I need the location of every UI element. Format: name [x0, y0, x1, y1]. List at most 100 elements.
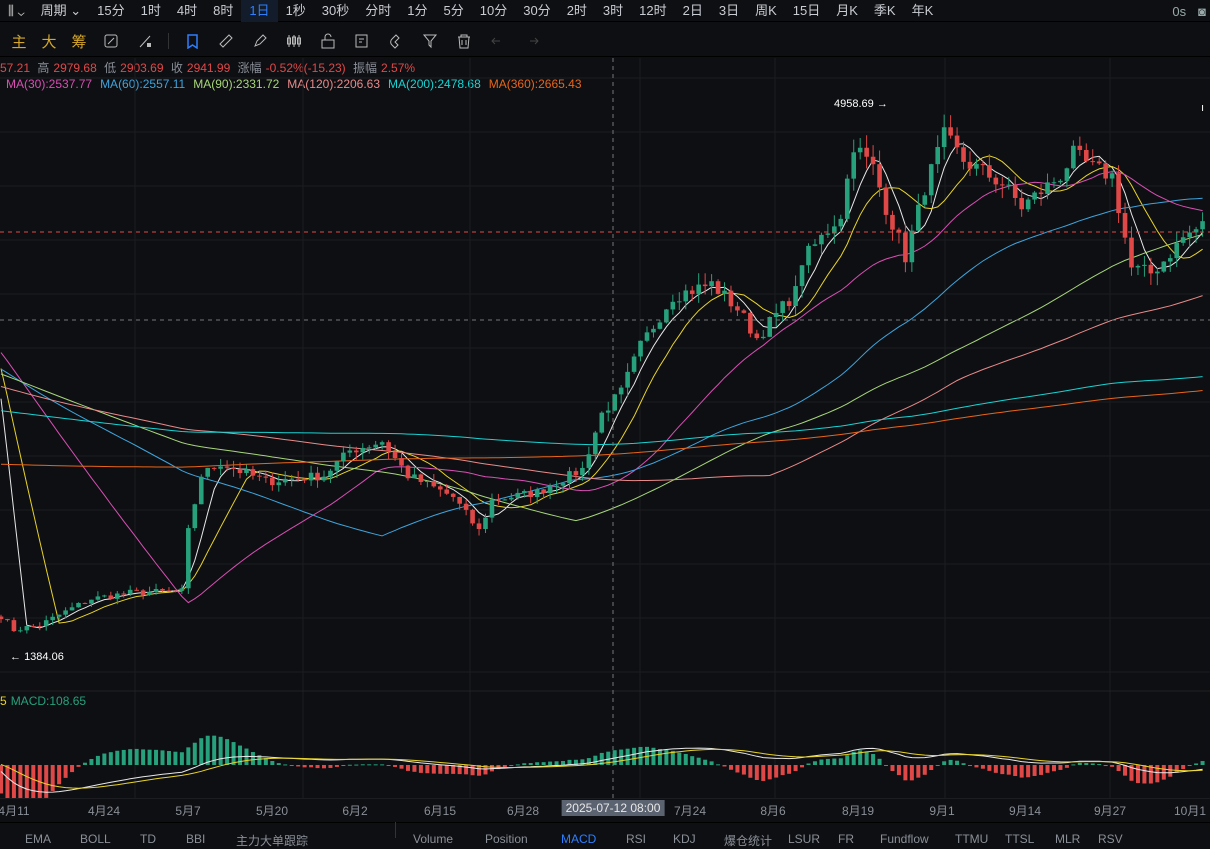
- sub-indicator-tab[interactable]: Fundflow: [880, 832, 929, 846]
- pen-icon[interactable]: [243, 29, 277, 53]
- candle-body: [864, 147, 869, 157]
- interval-15[interactable]: 2日: [682, 2, 703, 18]
- interval-5[interactable]: 1秒: [285, 2, 306, 18]
- interval-3[interactable]: 8时: [213, 2, 234, 18]
- candles-icon[interactable]: [277, 29, 311, 53]
- ma-legend-item: MA(30):2537.77: [6, 77, 93, 91]
- ma-legend-item: MA(200):2478.68: [388, 77, 481, 91]
- candle-body: [651, 328, 656, 333]
- sub-indicator-tab[interactable]: Position: [485, 832, 528, 846]
- tool-chips[interactable]: 筹: [71, 33, 87, 51]
- note-icon[interactable]: [345, 29, 379, 53]
- candle: [987, 154, 992, 182]
- candle-body: [386, 442, 391, 452]
- interval-13[interactable]: 3时: [602, 2, 624, 18]
- undo-icon[interactable]: [481, 29, 515, 53]
- bookmark-icon[interactable]: [175, 29, 209, 53]
- candle: [108, 591, 114, 601]
- candle-body: [877, 164, 882, 188]
- indicator-tab[interactable]: BBI: [186, 832, 206, 846]
- macd-histogram-bar: [11, 765, 16, 798]
- macd-histogram-bar: [638, 746, 643, 765]
- candle-body: [173, 590, 178, 592]
- candle-body: [257, 475, 262, 477]
- interval-9[interactable]: 5分: [443, 2, 464, 18]
- candle-body: [50, 616, 55, 621]
- interval-21[interactable]: 年K: [911, 2, 934, 18]
- sub-indicator-tab[interactable]: RSI: [626, 832, 647, 846]
- candle-body: [773, 312, 779, 318]
- candle-body: [799, 265, 805, 287]
- candle: [567, 467, 572, 490]
- sub-indicator-tab[interactable]: Volume: [413, 832, 454, 846]
- candle-body: [657, 322, 663, 329]
- unlock-icon[interactable]: [311, 29, 345, 53]
- redo-icon[interactable]: [515, 29, 549, 53]
- interval-20[interactable]: 季K: [873, 2, 896, 18]
- sub-indicator-tab[interactable]: TTMU: [955, 832, 989, 846]
- tool-main[interactable]: 主: [11, 33, 27, 51]
- interval-4[interactable]: 1日: [241, 0, 278, 22]
- interval-7[interactable]: 分时: [365, 2, 392, 18]
- indicator-tab[interactable]: EMA: [25, 832, 52, 846]
- interval-2[interactable]: 4时: [176, 2, 198, 18]
- candle: [114, 590, 120, 605]
- camera-icon[interactable]: ◙: [1198, 3, 1206, 19]
- sub-indicator-tab[interactable]: RSV: [1098, 832, 1123, 846]
- macd-histogram-bar: [1187, 765, 1192, 766]
- macd-histogram-bar: [1045, 765, 1050, 773]
- interval-14[interactable]: 12时: [639, 2, 667, 18]
- period-dropdown[interactable]: 周期 ⌄: [40, 2, 82, 18]
- chart-type-button[interactable]: ⫼ ⌄: [8, 2, 25, 18]
- candle: [909, 224, 915, 272]
- ruler-icon[interactable]: [209, 29, 243, 53]
- sub-indicator-tab[interactable]: TTSL: [1005, 832, 1035, 846]
- candle-body: [463, 503, 469, 510]
- candle-body: [231, 467, 236, 470]
- interval-11[interactable]: 30分: [523, 2, 551, 18]
- draw-line-icon[interactable]: [128, 29, 162, 53]
- candle: [76, 602, 81, 608]
- interval-18[interactable]: 15日: [792, 2, 821, 18]
- candle: [935, 135, 940, 174]
- macd-histogram-bar: [315, 765, 320, 769]
- indicator-tab[interactable]: BOLL: [80, 832, 111, 846]
- macd-histogram-bar: [347, 764, 352, 766]
- sub-indicator-tab[interactable]: KDJ: [673, 832, 696, 846]
- interval-17[interactable]: 周K: [755, 2, 777, 18]
- tool-big[interactable]: 大: [41, 33, 57, 51]
- candle: [444, 484, 450, 496]
- candle-body: [670, 301, 676, 310]
- price-chart[interactable]: [0, 58, 1210, 798]
- interval-19[interactable]: 月K: [836, 2, 858, 18]
- interval-10[interactable]: 10分: [479, 2, 508, 18]
- magnet-icon[interactable]: [379, 29, 413, 53]
- interval-6[interactable]: 30秒: [321, 2, 350, 18]
- candle: [612, 393, 617, 412]
- candle: [69, 602, 75, 611]
- interval-0[interactable]: 15分: [97, 2, 125, 18]
- sub-indicator-tab[interactable]: LSUR: [788, 832, 821, 846]
- macd-histogram-bar: [1039, 765, 1044, 775]
- candle: [328, 468, 333, 483]
- interval-16[interactable]: 3日: [718, 2, 740, 18]
- interval-8[interactable]: 1分: [407, 2, 428, 18]
- filter-icon[interactable]: [413, 29, 447, 53]
- sync-icon[interactable]: [94, 29, 128, 53]
- candle-body: [741, 310, 747, 313]
- candle-body: [1180, 237, 1186, 243]
- interval-12[interactable]: 2时: [566, 2, 587, 18]
- macd-histogram-bar: [444, 765, 449, 774]
- indicator-tab[interactable]: TD: [140, 832, 156, 846]
- sub-indicator-tab[interactable]: 爆仓统计: [724, 834, 773, 848]
- candle: [257, 471, 262, 482]
- trash-icon[interactable]: [447, 29, 481, 53]
- sub-indicator-tab[interactable]: MLR: [1055, 832, 1081, 846]
- indicator-tab[interactable]: 主力大单跟踪: [236, 834, 309, 848]
- candle: [967, 151, 973, 176]
- interval-1[interactable]: 1时: [140, 2, 161, 18]
- sub-indicator-tab[interactable]: MACD: [561, 832, 597, 846]
- candle: [412, 467, 417, 479]
- sub-indicator-tab[interactable]: FR: [838, 832, 854, 846]
- macd-histogram-bar: [283, 764, 288, 766]
